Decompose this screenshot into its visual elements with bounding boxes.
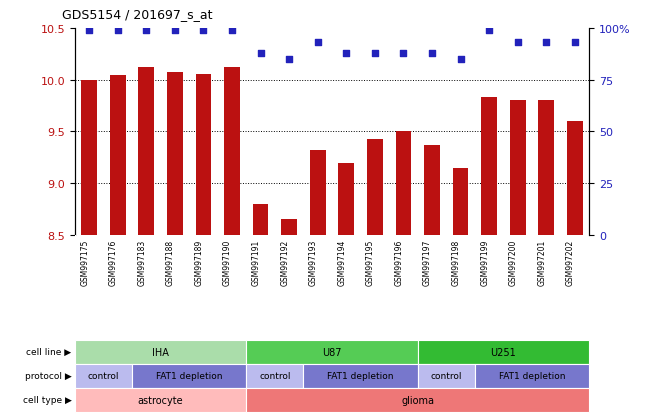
Point	[541, 40, 551, 47]
Point	[398, 50, 409, 57]
Text: GSM997193: GSM997193	[309, 240, 318, 286]
Point	[113, 28, 123, 34]
Bar	[195, 74, 212, 235]
Text: GSM997201: GSM997201	[537, 240, 546, 285]
Bar	[281, 220, 297, 235]
Point	[227, 28, 237, 34]
Text: IHA: IHA	[152, 347, 169, 357]
Bar	[481, 98, 497, 235]
Bar	[452, 168, 469, 235]
Text: GSM997199: GSM997199	[480, 240, 489, 286]
Bar	[110, 75, 126, 235]
Point	[312, 40, 323, 47]
Point	[370, 50, 380, 57]
Text: U87: U87	[322, 347, 342, 357]
Text: GSM997191: GSM997191	[251, 240, 260, 285]
Bar	[339, 163, 354, 235]
Text: GSM997183: GSM997183	[137, 240, 146, 285]
Text: GSM997202: GSM997202	[566, 240, 575, 285]
Text: GSM997198: GSM997198	[452, 240, 461, 285]
Bar	[538, 101, 554, 235]
Text: glioma: glioma	[401, 395, 434, 405]
Text: GSM997200: GSM997200	[508, 240, 518, 286]
Text: FAT1 depletion: FAT1 depletion	[156, 371, 223, 380]
Text: protocol ▶: protocol ▶	[25, 371, 72, 380]
Bar	[310, 151, 326, 235]
Text: FAT1 depletion: FAT1 depletion	[499, 371, 565, 380]
Text: FAT1 depletion: FAT1 depletion	[327, 371, 394, 380]
Bar	[424, 146, 440, 235]
Text: GSM997190: GSM997190	[223, 240, 232, 286]
Text: GSM997188: GSM997188	[166, 240, 175, 285]
Bar	[510, 101, 525, 235]
Point	[284, 57, 294, 63]
Bar	[81, 81, 97, 235]
Bar	[253, 204, 268, 235]
Text: astrocyte: astrocyte	[138, 395, 184, 405]
Text: U251: U251	[491, 347, 516, 357]
Bar	[396, 132, 411, 235]
Point	[512, 40, 523, 47]
Text: GSM997194: GSM997194	[337, 240, 346, 286]
Text: cell type ▶: cell type ▶	[23, 395, 72, 404]
Point	[84, 28, 94, 34]
Bar	[367, 140, 383, 235]
Point	[484, 28, 494, 34]
Point	[198, 28, 208, 34]
Bar	[139, 68, 154, 235]
Text: GSM997192: GSM997192	[280, 240, 289, 285]
Text: GSM997176: GSM997176	[109, 240, 118, 286]
Point	[170, 28, 180, 34]
Point	[141, 28, 152, 34]
Text: GSM997196: GSM997196	[395, 240, 404, 286]
Text: GSM997175: GSM997175	[80, 240, 89, 286]
Text: control: control	[88, 371, 119, 380]
Text: GDS5154 / 201697_s_at: GDS5154 / 201697_s_at	[62, 8, 212, 21]
Bar	[167, 73, 183, 235]
Text: GSM997189: GSM997189	[195, 240, 203, 285]
Bar	[567, 122, 583, 235]
Point	[427, 50, 437, 57]
Point	[341, 50, 352, 57]
Text: cell line ▶: cell line ▶	[27, 347, 72, 356]
Text: control: control	[430, 371, 462, 380]
Point	[456, 57, 466, 63]
Point	[255, 50, 266, 57]
Point	[570, 40, 580, 47]
Bar	[224, 68, 240, 235]
Text: control: control	[259, 371, 290, 380]
Text: GSM997197: GSM997197	[423, 240, 432, 286]
Text: GSM997195: GSM997195	[366, 240, 375, 286]
